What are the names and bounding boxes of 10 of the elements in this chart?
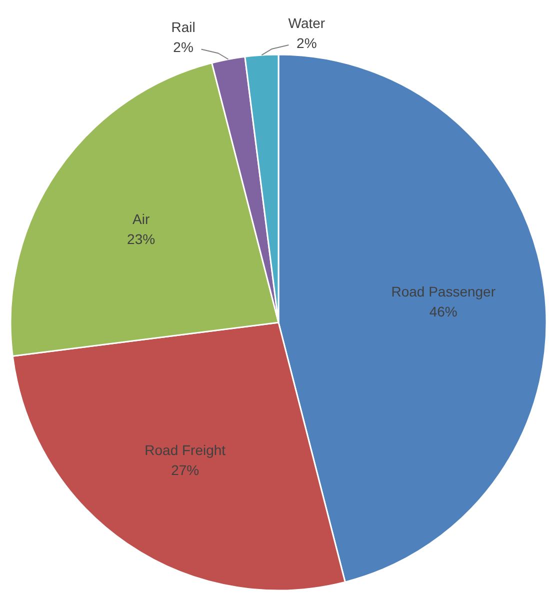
data-label: 2% bbox=[296, 35, 317, 52]
data-label: 2% bbox=[173, 39, 194, 56]
data-label: 23% bbox=[127, 231, 156, 248]
slice-label: Road Passenger bbox=[391, 284, 496, 300]
data-label: 27% bbox=[171, 462, 200, 478]
data-label: 46% bbox=[429, 304, 458, 320]
slice-label: Air bbox=[132, 211, 150, 228]
slice-label: Rail bbox=[171, 19, 196, 36]
slice-label: Road Freight bbox=[144, 442, 226, 458]
slice-label: Water bbox=[288, 15, 326, 32]
